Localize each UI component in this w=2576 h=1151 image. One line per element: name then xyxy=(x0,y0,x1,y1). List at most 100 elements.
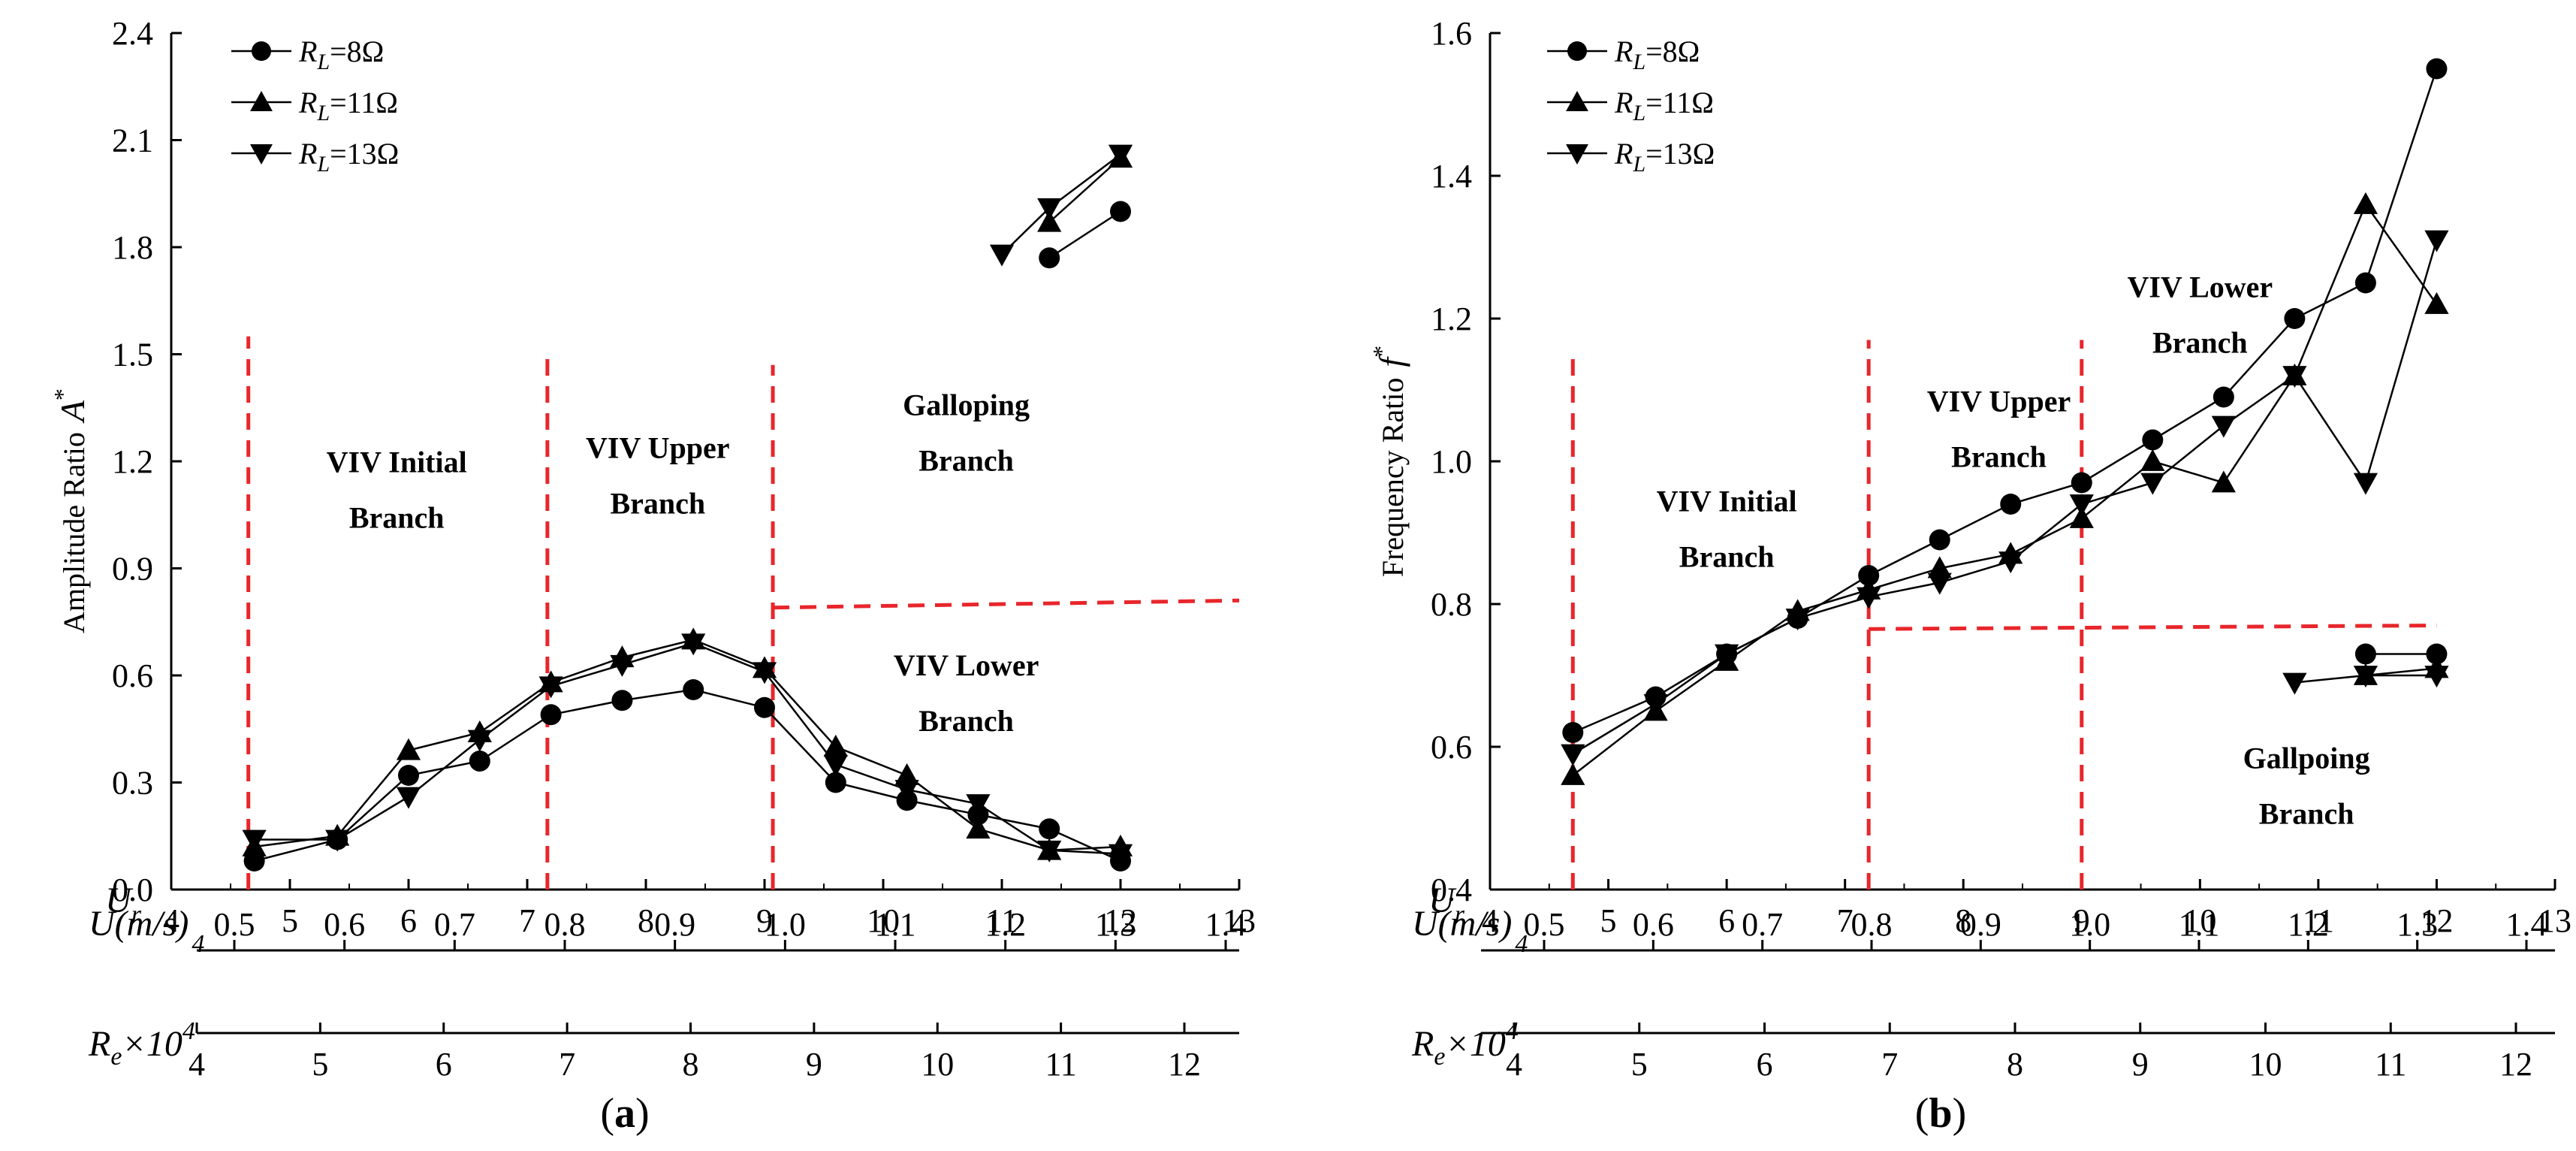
data-point-circle xyxy=(540,704,562,726)
region-label: VIV Upper Branch xyxy=(1927,385,2071,474)
data-point-circle xyxy=(2071,472,2092,494)
data-point-triangle-up xyxy=(2424,292,2449,314)
secondary-tick-label: 0.7 xyxy=(434,906,475,943)
secondary-tick-label: 8 xyxy=(2007,1046,2023,1083)
x-tick-label: 10 xyxy=(867,902,900,939)
secondary-tick-label: 0.8 xyxy=(544,906,586,943)
data-point-triangle-down xyxy=(1927,572,1952,595)
data-point-triangle-down xyxy=(2282,672,2307,695)
secondary-tick-label: 7 xyxy=(559,1046,575,1083)
legend-marker-triangle-up xyxy=(250,91,273,111)
data-point-circle xyxy=(611,690,633,711)
region-label: VIV Upper Branch xyxy=(586,430,730,520)
data-point-triangle-up xyxy=(894,763,919,785)
data-point-circle xyxy=(2354,272,2376,294)
data-point-circle xyxy=(683,679,704,700)
x-tick-label: 11 xyxy=(2303,902,2334,939)
secondary-tick-label: 5 xyxy=(312,1046,328,1083)
secondary-tick-label: 0.6 xyxy=(1633,906,1674,943)
data-point-triangle-down xyxy=(752,662,777,684)
data-point-triangle-up xyxy=(2140,449,2165,471)
data-point-triangle-down xyxy=(242,829,267,852)
secondary-tick-label: 4 xyxy=(1506,1046,1522,1083)
secondary-tick-label: 7 xyxy=(1881,1046,1898,1083)
data-point-circle xyxy=(1858,565,1880,586)
secondary-tick-label: 9 xyxy=(2132,1046,2149,1083)
legend-marker-triangle-down xyxy=(1566,144,1588,165)
x-tick-label: 7 xyxy=(1837,902,1854,939)
data-point-circle xyxy=(2213,386,2234,408)
data-point-circle xyxy=(1110,201,1131,222)
legend-label: RL=11Ω xyxy=(298,86,398,125)
y-axis-title: Amplitude RatioA* xyxy=(49,388,92,633)
x-tick-label: 4 xyxy=(1482,902,1498,939)
data-point-circle xyxy=(1562,722,1584,743)
secondary-tick-label: 0.5 xyxy=(214,906,255,943)
y-tick-label: 2.1 xyxy=(112,122,153,159)
x-tick-label: 8 xyxy=(638,902,654,939)
y-tick-label: 0.9 xyxy=(112,551,153,588)
data-point-circle xyxy=(469,751,490,772)
data-point-triangle-up xyxy=(1037,210,1062,232)
y-tick-label: 1.5 xyxy=(112,337,153,373)
secondary-tick-label: 0.5 xyxy=(1524,906,1565,943)
x-tick-label: 5 xyxy=(282,902,298,939)
secondary-tick-label: 0.8 xyxy=(1851,906,1893,943)
secondary-tick-label: 1.2 xyxy=(2288,906,2329,943)
data-point-triangle-down xyxy=(538,676,563,699)
data-point-triangle-up xyxy=(1927,556,1952,579)
y-tick-label: 2.4 xyxy=(112,15,153,52)
data-point-triangle-down xyxy=(610,654,635,677)
series-line-1 xyxy=(1048,210,1121,259)
region-label: VIV Lower Branch xyxy=(2127,270,2273,360)
chart-panel-a: 0.00.30.60.91.21.51.82.12.44 5 6 7 8 9 10 11 12 1… xyxy=(49,15,1256,1083)
secondary-tick-label: 1.4 xyxy=(1205,906,1247,943)
panel-label-a: (a) xyxy=(600,1090,649,1137)
secondary-tick-label: 5 xyxy=(1631,1046,1648,1083)
data-point-triangle-down xyxy=(823,754,848,777)
y-axis-title: Frequency Ratiof* xyxy=(1368,346,1410,577)
secondary-axis-title: Re×104 xyxy=(88,1017,195,1071)
data-point-triangle-down xyxy=(2353,666,2378,688)
legend-label: RL=11Ω xyxy=(1614,86,1714,125)
x-tick-label: 10 xyxy=(2183,902,2216,939)
data-point-circle xyxy=(2426,58,2448,80)
region-label: VIV Lower Branch xyxy=(894,648,1039,738)
secondary-axis-title: U(m/s)4 xyxy=(1412,904,1528,958)
data-point-triangle-down xyxy=(2211,415,2236,438)
x-tick-label: 11 xyxy=(986,902,1018,939)
legend-marker-triangle-up xyxy=(1566,91,1588,111)
x-tick-label: 5 xyxy=(1600,902,1617,939)
legend-label: RL=13Ω xyxy=(1614,137,1715,177)
y-tick-label: 1.2 xyxy=(1431,301,1472,337)
legend-label: RL=8Ω xyxy=(298,35,384,74)
data-point-triangle-up xyxy=(396,738,421,760)
x-tick-label: 4 xyxy=(163,902,179,939)
data-point-triangle-down xyxy=(1857,587,1881,609)
secondary-tick-label: 1.3 xyxy=(2397,906,2438,943)
x-tick-label: 6 xyxy=(1718,902,1735,939)
y-tick-label: 0.0 xyxy=(112,872,153,908)
legend-label: RL=13Ω xyxy=(298,137,399,177)
secondary-tick-label: 1.0 xyxy=(765,906,806,943)
branch-boundary-horizontal xyxy=(773,598,1240,610)
secondary-tick-label: 10 xyxy=(921,1046,954,1083)
data-point-triangle-up xyxy=(966,817,991,839)
secondary-tick-label: 6 xyxy=(1757,1046,1773,1083)
secondary-tick-label: 12 xyxy=(1168,1046,1201,1083)
data-point-triangle-down xyxy=(1998,551,2023,574)
data-point-circle xyxy=(2284,308,2306,329)
y-tick-label: 0.3 xyxy=(112,765,153,802)
secondary-tick-label: 4 xyxy=(189,1046,205,1083)
data-point-circle xyxy=(2426,643,2448,665)
data-point-circle xyxy=(1039,247,1060,269)
x-tick-label: 9 xyxy=(2074,902,2090,939)
legend-label: RL=8Ω xyxy=(1614,35,1700,74)
data-point-triangle-up xyxy=(2211,470,2236,493)
secondary-tick-label: 1.0 xyxy=(2069,906,2110,943)
x-tick-label: 7 xyxy=(519,902,535,939)
x-tick-label: 12 xyxy=(1104,902,1137,939)
data-point-triangle-down xyxy=(1643,694,1668,717)
region-label: Galloping Branch xyxy=(903,388,1030,477)
x-tick-label: 6 xyxy=(400,902,417,939)
